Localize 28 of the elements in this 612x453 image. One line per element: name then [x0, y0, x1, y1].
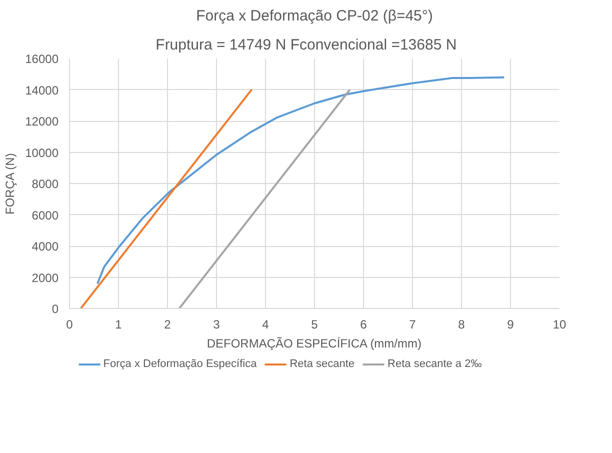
legend-label: Força x Deformação Específica [103, 358, 257, 370]
x-tick-label: 7 [409, 318, 416, 332]
x-axis-title: DEFORMAÇÃO ESPECÍFICA (mm/mm) [206, 336, 422, 350]
legend-label: Reta secante [290, 358, 355, 370]
y-tick-label: 16000 [25, 52, 59, 66]
y-tick-label: 12000 [25, 114, 59, 128]
x-tick-label: 6 [360, 318, 368, 332]
line-series [96, 76, 506, 285]
y-tick-label: 6000 [32, 208, 59, 222]
x-tick-label: 10 [552, 318, 566, 332]
chart-title: Força x Deformação CP-02 (β=45°) [196, 8, 433, 24]
legend-label: Reta secante a 2‰ [388, 358, 482, 370]
y-tick-label: 4000 [32, 240, 59, 254]
x-tick-label: 4 [262, 318, 270, 332]
x-tick-label: 1 [115, 318, 122, 332]
y-tick-label: 14000 [25, 83, 59, 98]
x-tick-label: 0 [66, 318, 74, 332]
y-tick-label: 8000 [32, 177, 59, 191]
x-tick-label: 9 [507, 318, 514, 332]
x-tick-label: 5 [311, 318, 318, 332]
y-tick-label: 2000 [32, 270, 59, 285]
y-tick-label: 10000 [25, 146, 59, 160]
chart-subtitle: Fruptura = 14749 N Fconvencional =13685 N [156, 36, 457, 54]
x-tick-label: 2 [164, 318, 172, 332]
y-axis-title: FORÇA (N) [3, 153, 18, 214]
x-tick-label: 8 [458, 318, 466, 332]
y-tick-label: 0 [52, 302, 59, 316]
x-tick-label: 3 [213, 318, 220, 332]
